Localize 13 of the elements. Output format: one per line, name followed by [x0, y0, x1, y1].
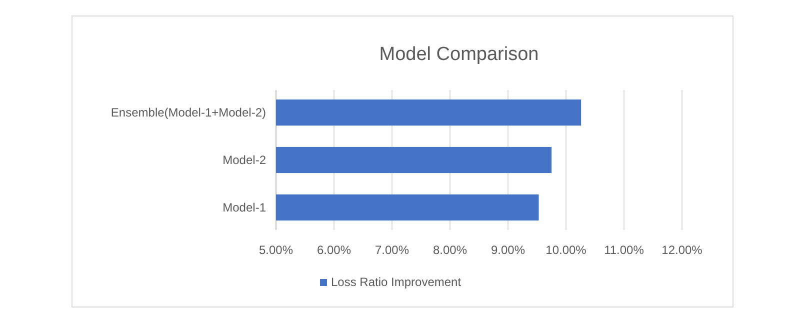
x-tick-label: 10.00%	[546, 243, 587, 257]
x-tick-label: 11.00%	[604, 243, 644, 257]
legend-label: Loss Ratio Improvement	[331, 275, 462, 289]
x-tick-label: 9.00%	[490, 243, 526, 257]
x-tick-label: 12.00%	[662, 243, 703, 257]
x-tick-label: 7.00%	[374, 243, 410, 257]
x-tick-label: 5.00%	[258, 243, 294, 257]
y-tick-label: Model-1	[222, 200, 266, 214]
y-tick-label: Ensemble(Model-1+Model-2)	[110, 106, 266, 120]
x-tick-label: 6.00%	[316, 243, 352, 257]
chart-title: Model Comparison	[379, 44, 539, 65]
y-tick-label: Model-2	[222, 153, 266, 167]
x-tick-label: 8.00%	[432, 243, 468, 257]
